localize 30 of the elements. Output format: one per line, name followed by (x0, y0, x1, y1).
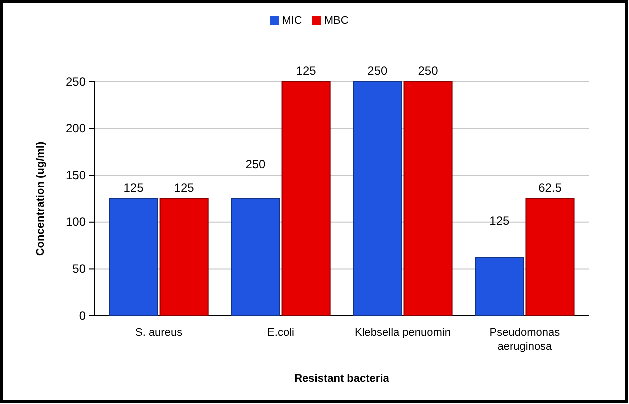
bar (475, 257, 524, 316)
bar (526, 198, 575, 316)
legend-label: MBC (324, 15, 349, 27)
bar (282, 82, 331, 316)
x-axis-title: Resistant bacteria (294, 373, 390, 385)
bar (231, 198, 280, 316)
annotation: 125 (490, 214, 510, 228)
data-label: 250 (368, 64, 388, 78)
y-tick-label: 100 (66, 215, 86, 230)
y-axis-title: Concentration (ug/ml) (35, 142, 47, 256)
annotation: 62.5 (538, 181, 562, 195)
y-tick-label: 250 (66, 74, 86, 89)
y-tick-label: 200 (66, 122, 86, 136)
bar (109, 198, 158, 316)
x-tick-label: Pseudomonas aeruginosa (490, 327, 561, 353)
x-tick-label: Klebsella penuomin (354, 327, 451, 339)
legend-label: MIC (282, 15, 302, 27)
x-tick-label: E.coli (268, 327, 294, 339)
bar (404, 82, 453, 316)
y-tick-label: 150 (66, 168, 86, 182)
annotation: 250 (246, 158, 266, 172)
bar (160, 198, 209, 316)
y-tick-label: 50 (72, 262, 86, 276)
data-label: 125 (124, 181, 144, 195)
annotation: 125 (296, 64, 317, 78)
y-tick-label: 0 (79, 308, 86, 323)
data-label: 250 (418, 64, 439, 78)
bar (353, 82, 402, 316)
x-tick-label: S. aureus (135, 327, 184, 339)
data-label: 125 (174, 181, 195, 195)
